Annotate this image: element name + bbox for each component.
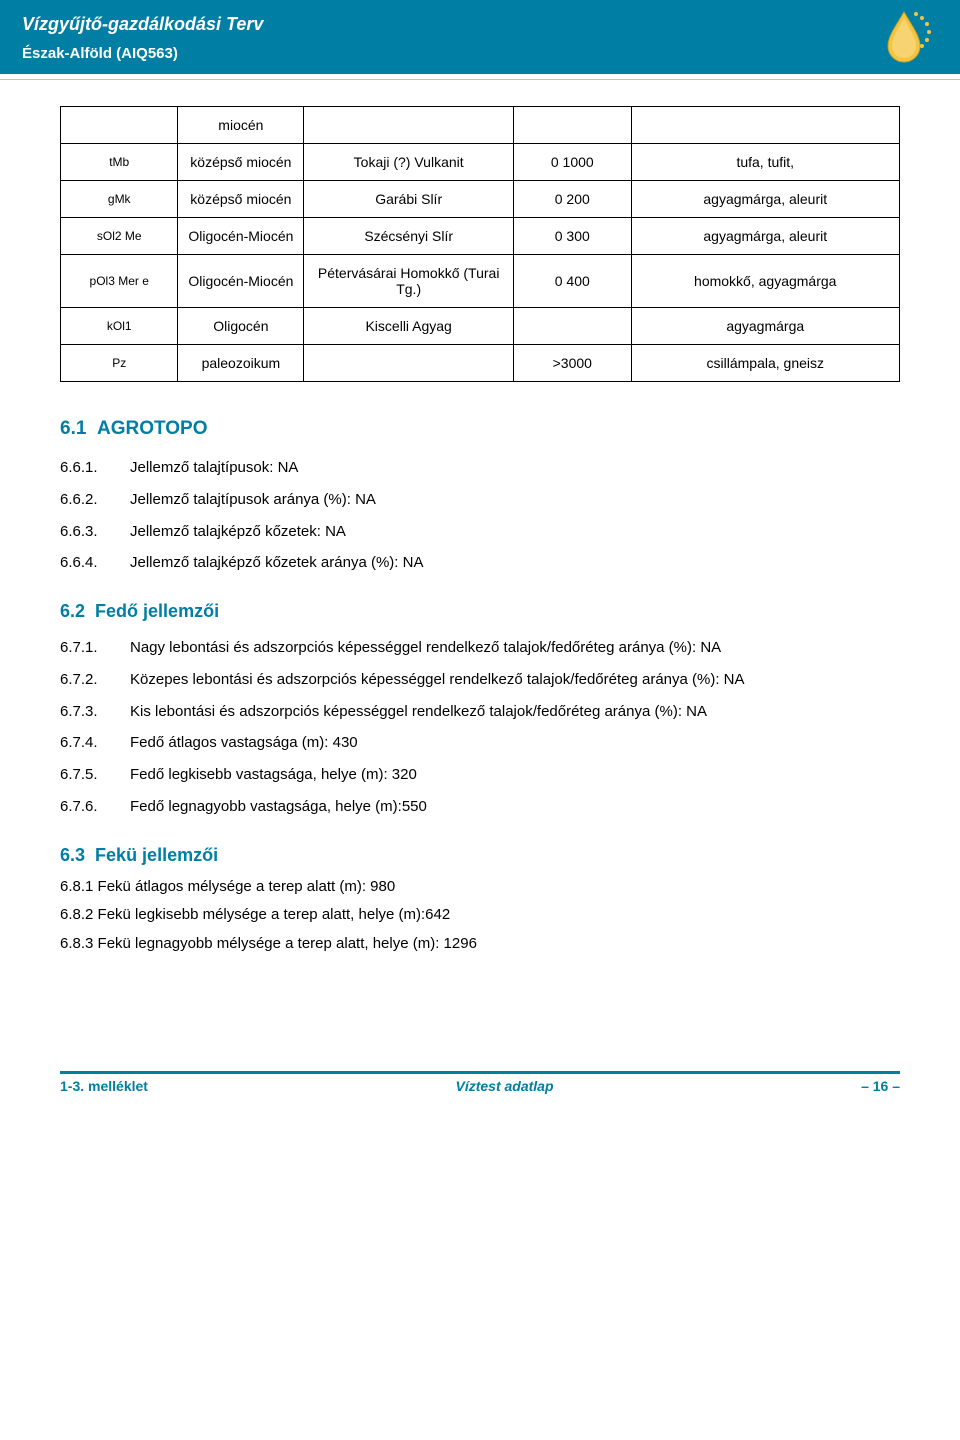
table-row: kOl1OligocénKiscelli Agyag agyagmárga [61,308,900,345]
table-cell: tMb [61,144,178,181]
footer-rule [60,1071,900,1074]
table-row: sOl2 MeOligocén-MiocénSzécsényi Slír0 30… [61,218,900,255]
table-cell: Garábi Slír [304,181,514,218]
table-cell: Szécsényi Slír [304,218,514,255]
paragraph: 6.8.2 Fekü legkisebb mélysége a terep al… [60,904,900,927]
table-cell: középső miocén [178,144,304,181]
list-item-number: 6.6.1. [60,457,112,479]
section-title: Fedő jellemzői [95,601,219,621]
list-item-number: 6.7.1. [60,637,112,659]
paragraph: 6.8.1 Fekü átlagos mélysége a terep alat… [60,876,900,899]
header-title: Vízgyűjtő-gazdálkodási Terv [22,14,938,35]
table-cell: középső miocén [178,181,304,218]
table-cell [514,308,631,345]
table-row: tMbközépső miocénTokaji (?) Vulkanit0 10… [61,144,900,181]
table-cell: Pz [61,345,178,382]
list-item-number: 6.7.2. [60,669,112,691]
section-6-2-heading: 6.2 Fedő jellemzői [60,601,900,622]
table-cell: 0 1000 [514,144,631,181]
page-footer: 1-3. melléklet Víztest adatlap – 16 – [0,1071,960,1114]
table-cell: Tokaji (?) Vulkanit [304,144,514,181]
list-item: 6.6.4. Jellemző talajképző kőzetek aránya… [60,547,900,579]
section-6-3-heading: 6.3 Fekü jellemzői [60,845,900,866]
list-item: 6.7.4. Fedő átlagos vastagsága (m): 430 [60,727,900,759]
table-cell: agyagmárga, aleurit [631,218,900,255]
eu-drop-icon [874,8,934,69]
table-cell: paleozoikum [178,345,304,382]
list-item-text: Fedő legkisebb vastagsága, helye (m): 32… [130,764,900,786]
list-item-text: Jellemző talajképző kőzetek: NA [130,521,900,543]
section-6-2-list: 6.7.1. Nagy lebontási és adszorpciós képe… [60,632,900,823]
table-cell [61,107,178,144]
table-row: pOl3 Mer eOligocén-MiocénPétervásárai Ho… [61,255,900,308]
list-item-text: Jellemző talajtípusok aránya (%): NA [130,489,900,511]
table-cell: Pétervásárai Homokkő (Turai Tg.) [304,255,514,308]
table-cell: homokkő, agyagmárga [631,255,900,308]
list-item-number: 6.7.5. [60,764,112,786]
section-6-3-paragraphs: 6.8.1 Fekü átlagos mélysége a terep alat… [60,876,900,956]
list-item: 6.6.2. Jellemző talajtípusok aránya (%): … [60,484,900,516]
table-cell [304,345,514,382]
table-cell: tufa, tufit, [631,144,900,181]
list-item-number: 6.7.4. [60,732,112,754]
section-6-1-list: 6.6.1. Jellemző talajtípusok: NA 6.6.2. Jel… [60,452,900,579]
list-item-text: Fedő legnagyobb vastagsága, helye (m):55… [130,796,900,818]
list-item-number: 6.6.3. [60,521,112,543]
table-cell: 0 400 [514,255,631,308]
header-subtitle: Észak-Alföld (AIQ563) [22,45,938,62]
list-item-text: Nagy lebontási és adszorpciós képességge… [130,637,900,659]
table-cell: Kiscelli Agyag [304,308,514,345]
table-cell: Oligocén-Miocén [178,218,304,255]
table-cell: Oligocén [178,308,304,345]
list-item-text: Fedő átlagos vastagsága (m): 430 [130,732,900,754]
table-cell: agyagmárga, aleurit [631,181,900,218]
list-item-text: Közepes lebontási és adszorpciós képessé… [130,669,900,691]
table-cell: agyagmárga [631,308,900,345]
table-cell: miocén [178,107,304,144]
footer-right: – 16 – [861,1078,900,1094]
section-number: 6.1 [60,418,86,439]
table-cell: kOl1 [61,308,178,345]
section-number: 6.3 [60,845,85,865]
table-cell: pOl3 Mer e [61,255,178,308]
table-row: miocén [61,107,900,144]
table-cell: csillámpala, gneisz [631,345,900,382]
list-item: 6.6.1. Jellemző talajtípusok: NA [60,452,900,484]
section-number: 6.2 [60,601,85,621]
list-item: 6.7.6. Fedő legnagyobb vastagsága, helye … [60,791,900,823]
table-cell: >3000 [514,345,631,382]
section-title: Fekü jellemzői [95,845,218,865]
list-item-text: Kis lebontási és adszorpciós képességgel… [130,701,900,723]
list-item-number: 6.6.2. [60,489,112,511]
list-item-text: Jellemző talajképző kőzetek aránya (%): … [130,552,900,574]
table-cell: Oligocén-Miocén [178,255,304,308]
list-item-text: Jellemző talajtípusok: NA [130,457,900,479]
list-item: 6.7.5. Fedő legkisebb vastagsága, helye (… [60,759,900,791]
geology-table: miocéntMbközépső miocénTokaji (?) Vulkan… [60,106,900,382]
table-cell: 0 200 [514,181,631,218]
section-title: AGROTOPO [97,418,208,439]
section-6-1-heading: 6.1 AGROTOPO [60,418,900,440]
list-item-number: 6.7.6. [60,796,112,818]
list-item: 6.7.2. Közepes lebontási és adszorpciós k… [60,664,900,696]
paragraph: 6.8.3 Fekü legnagyobb mélysége a terep a… [60,933,900,956]
table-cell: sOl2 Me [61,218,178,255]
page-header: Vízgyűjtő-gazdálkodási Terv Észak-Alföld… [0,0,960,74]
table-cell [631,107,900,144]
list-item: 6.7.1. Nagy lebontási és adszorpciós képe… [60,632,900,664]
footer-left: 1-3. melléklet [60,1078,148,1094]
table-row: gMkközépső miocénGarábi Slír0 200agyagmá… [61,181,900,218]
footer-center: Víztest adatlap [455,1078,553,1094]
list-item: 6.7.3. Kis lebontási és adszorpciós képes… [60,696,900,728]
table-cell: gMk [61,181,178,218]
page-content: miocéntMbközépső miocénTokaji (?) Vulkan… [0,80,960,981]
table-cell: 0 300 [514,218,631,255]
list-item: 6.6.3. Jellemző talajképző kőzetek: NA [60,516,900,548]
table-row: Pzpaleozoikum >3000csillámpala, gneisz [61,345,900,382]
table-cell [514,107,631,144]
list-item-number: 6.6.4. [60,552,112,574]
table-cell [304,107,514,144]
list-item-number: 6.7.3. [60,701,112,723]
